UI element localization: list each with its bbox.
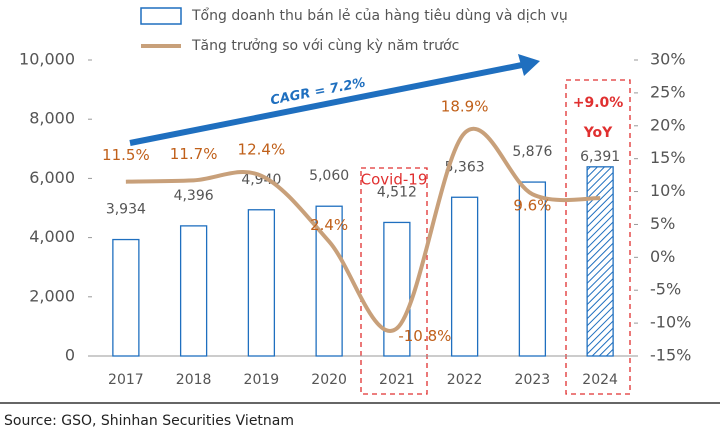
bar	[586, 166, 614, 357]
x-tick-label: 2024	[582, 372, 618, 388]
y-tick-label: 0	[65, 346, 75, 365]
covid-label: Covid-19	[361, 171, 428, 189]
source: Source: GSO, Shinhan Securities Vietnam	[4, 413, 294, 429]
bar-value-label: 4,512	[377, 184, 417, 200]
y-tick-label: 8,000	[29, 109, 75, 128]
x-tick-label: 2019	[244, 372, 280, 388]
legend-bar-swatch	[140, 7, 182, 25]
bar-value-label: 5,363	[445, 159, 485, 175]
y2-tick-label: 30%	[650, 50, 686, 69]
bar	[179, 225, 208, 357]
y2-tick-label: 15%	[650, 148, 686, 167]
y2-tick-label: 10%	[650, 181, 686, 200]
line-value-label: 18.9%	[441, 98, 489, 116]
y2-tick-label: 25%	[650, 82, 686, 101]
x-tick-label: 2023	[515, 372, 551, 388]
x-tick-label: 2020	[311, 372, 347, 388]
y-tick-label: 10,000	[19, 50, 75, 69]
line-value-label: -10.8%	[398, 327, 451, 345]
cagr-arrow	[129, 62, 523, 146]
yoy-label: YoY	[583, 125, 613, 141]
y2-tick-label: 0%	[650, 247, 675, 266]
legend-label: Tổng doanh thu bán lẻ của hàng tiêu dùng…	[191, 7, 568, 24]
bar	[383, 221, 411, 357]
yoy-value: +9.0%	[573, 95, 624, 111]
y2-tick-label: -5%	[650, 280, 681, 299]
growth-line	[125, 127, 601, 333]
bar-value-label: 3,934	[106, 202, 146, 218]
bar-value-label: 5,876	[512, 144, 552, 160]
bar-value-label: 5,060	[309, 168, 349, 184]
y-tick-label: 6,000	[29, 168, 75, 187]
line-value-label: 11.7%	[170, 145, 218, 163]
line-value-label: 11.5%	[102, 146, 150, 164]
legend-label: Tăng trưởng so với cùng kỳ năm trước	[191, 38, 459, 54]
y2-tick-label: 20%	[650, 115, 686, 134]
y-tick-label: 4,000	[29, 227, 75, 246]
x-tick-label: 2021	[379, 372, 415, 388]
line-value-label: 12.4%	[238, 140, 286, 158]
y2-tick-label: -10%	[650, 313, 691, 332]
line-value-label: 2.4%	[310, 216, 348, 234]
x-tick-label: 2022	[447, 372, 483, 388]
x-tick-label: 2017	[108, 372, 144, 388]
covid-box	[360, 167, 428, 395]
bar	[247, 209, 276, 357]
y-tick-label: 2,000	[29, 286, 75, 305]
yoy-box	[565, 79, 631, 395]
bar	[518, 181, 547, 357]
bar	[112, 238, 140, 357]
bar-value-label: 4,396	[174, 188, 214, 204]
y2-tick-label: -15%	[650, 346, 691, 365]
x-tick-label: 2018	[176, 372, 212, 388]
line-value-label: 9.6%	[513, 197, 551, 215]
y2-tick-label: 5%	[650, 214, 675, 233]
bar-value-label: 6,391	[580, 149, 620, 165]
bar	[450, 196, 479, 357]
cagr-arrowhead	[518, 54, 540, 76]
